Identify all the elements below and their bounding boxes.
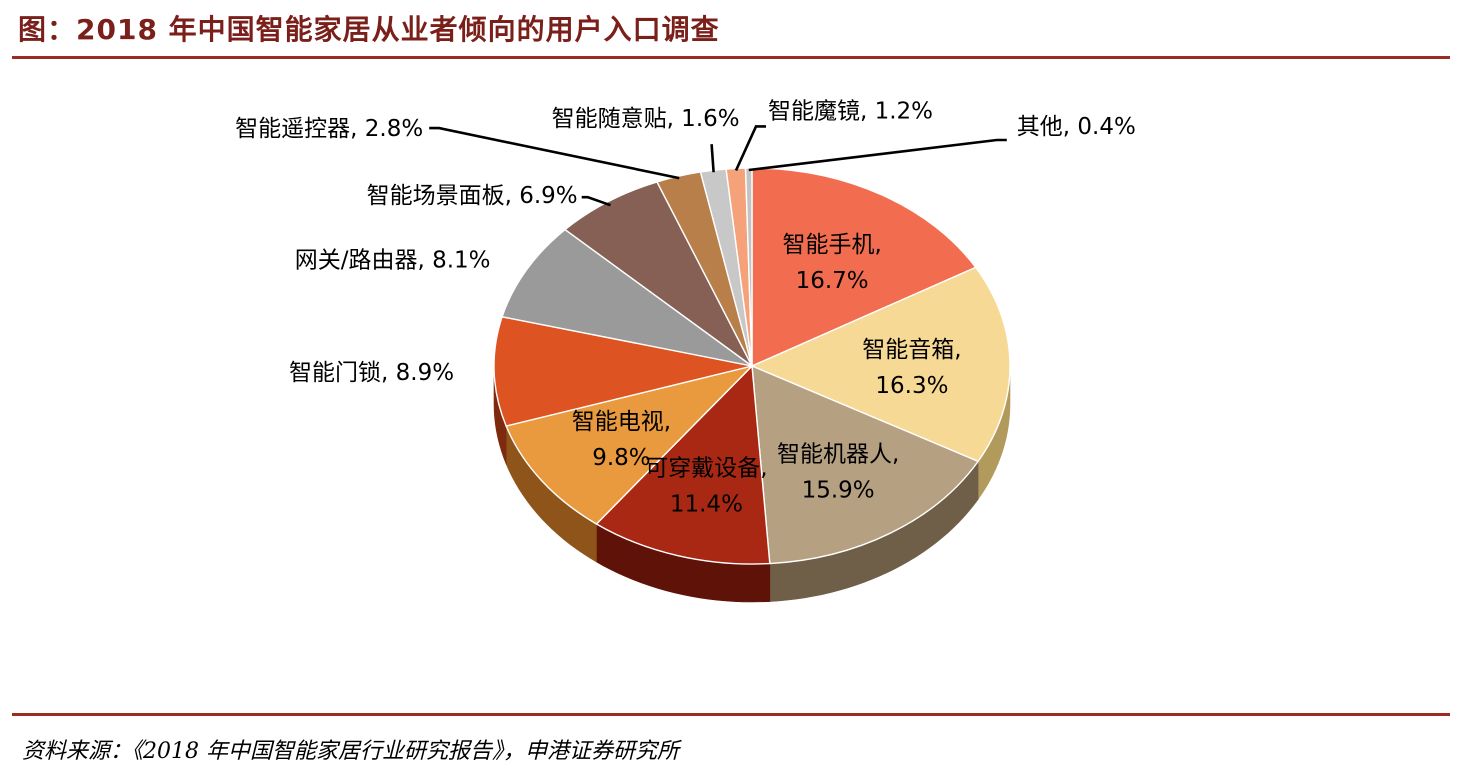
data-label-可穿戴设备: 可穿戴设备, 11.4% [645, 456, 767, 518]
pie-labels: 智能手机, 16.7% 智能音箱, 16.3% 智能机器人, 15.9%可穿戴设备, 11.… [235, 98, 1136, 517]
chart-title: 图：2018 年中国智能家居从业者倾向的用户入口调查 [18, 13, 720, 46]
source-note: 资料来源：《2018 年中国智能家居行业研究报告》，申港证券研究所 [22, 739, 679, 764]
leader-line-智能随意贴 [710, 144, 715, 173]
leader-line-智能遥控器 [429, 126, 680, 180]
data-label-智能遥控器: 智能遥控器, 2.8% [235, 116, 423, 142]
pie-slice-网关/路由器 [501, 228, 753, 367]
data-label-智能电视: 智能电视, 9.8% [572, 409, 671, 471]
pie-slice-智能电视 [505, 365, 753, 525]
source-divider [12, 713, 1450, 716]
data-label-智能门锁: 智能门锁, 8.9% [289, 360, 454, 386]
pie-slice-智能门锁 [493, 316, 753, 427]
leader-line-其他 [748, 138, 1007, 172]
data-label-智能音箱: 智能音箱, 16.3% [862, 337, 961, 399]
data-label-智能手机: 智能手机, 16.7% [782, 232, 881, 294]
pie-slice-其他 [744, 167, 753, 367]
pie-slice-智能手机 [751, 167, 977, 367]
leader-line-智能场景面板 [581, 195, 611, 207]
data-label-智能魔镜: 智能魔镜, 1.2% [768, 98, 933, 124]
data-label-其他: 其他, 0.4% [1017, 114, 1136, 140]
leader-line-智能魔镜 [734, 125, 766, 171]
pie-slice-智能场景面板 [564, 181, 753, 367]
pie-slice-智能机器人 [751, 365, 979, 565]
data-label-网关/路由器: 网关/路由器, 8.1% [295, 247, 491, 273]
data-label-智能机器人: 智能机器人, 15.9% [777, 441, 899, 503]
pie-slice-智能音箱 [751, 266, 1011, 463]
data-label-智能场景面板: 智能场景面板, 6.9% [367, 183, 578, 209]
data-label-智能随意贴: 智能随意贴, 1.6% [552, 106, 740, 132]
pie-slices [493, 167, 1011, 565]
title-underline [12, 56, 1450, 59]
pie-slice-可穿戴设备 [595, 365, 771, 565]
